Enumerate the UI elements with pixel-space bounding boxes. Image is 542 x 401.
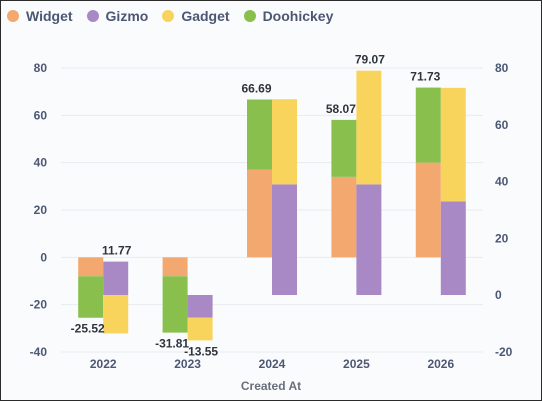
chart-legend: Widget Gizmo Gadget Doohickey [7,5,333,27]
right-axis-tick-label: 20 [495,231,509,245]
left-axis-tick-label: 60 [34,108,48,122]
bar-gizmo [272,184,297,295]
legend-label-gadget: Gadget [181,8,230,24]
bar-total-label: 58.07 [326,102,356,116]
legend-label-gizmo: Gizmo [105,8,149,24]
bar-gadget [356,70,382,185]
bar-gizmo [187,295,213,318]
x-axis-tick-label: 2026 [427,357,454,371]
bar-gizmo [103,261,129,295]
bar-total-label: 79.07 [355,53,385,67]
right-axis-tick-label: 40 [495,175,509,189]
bar-doohickey [331,119,357,177]
bar-widget [78,257,104,277]
bar-gadget [187,317,213,341]
axis-ticks: -40 -20 0 20 40 60 80 -20 0 20 40 60 80 2022 2023 2024 2… [30,61,513,371]
left-axis-tick-label: 40 [34,156,48,170]
x-axis-tick-label: 2025 [343,357,370,371]
legend-item-widget[interactable]: Widget [7,8,73,24]
x-axis-title: Created At [241,379,301,393]
bar-widget [162,257,188,277]
left-axis-tick-label: 20 [34,203,48,217]
x-axis-tick-label: 2024 [259,357,286,371]
left-axis-tick-label: 0 [40,250,47,264]
bar-gadget [272,99,297,185]
bar-gizmo [440,201,466,295]
data-labels: -25.52 11.77 -31.81-13.55 66.69 58.07 79.07 71… [71,53,441,359]
legend-label-doohickey: Doohickey [262,8,334,24]
legend-swatch-gadget [162,10,175,22]
bar-doohickey [78,276,104,318]
x-axis-tick-label: 2023 [174,357,201,371]
bar-total-label: -25.52 [71,322,105,336]
bar-widget [331,176,357,258]
bar-doohickey [415,87,441,163]
right-axis-tick-label: 0 [495,288,502,302]
legend-item-gizmo[interactable]: Gizmo [86,8,149,24]
bar-total-label: -13.55 [184,344,218,358]
bar-gadget [440,87,466,202]
bar-doohickey [247,99,272,170]
legend-swatch-doohickey [243,10,256,22]
right-axis-tick-label: 60 [495,118,509,132]
bar-total-label: 11.77 [102,244,132,258]
bar-total-label: -31.81 [155,337,189,351]
bar-gadget [103,295,129,334]
bar-total-label: 66.69 [241,82,271,96]
legend-label-widget: Widget [26,8,73,24]
right-axis-tick-label: 80 [495,61,509,75]
bar-gizmo [356,184,382,295]
legend-swatch-gizmo [86,10,99,22]
grid-lines [61,67,483,353]
legend-item-doohickey[interactable]: Doohickey [243,8,334,24]
left-axis-tick-label: -20 [30,298,48,312]
legend-item-gadget[interactable]: Gadget [162,8,230,24]
right-axis-tick-label: -20 [495,345,513,359]
legend-swatch-widget [7,10,19,22]
bar-total-label: 71.73 [410,70,440,84]
x-axis-tick-label: 2022 [90,357,117,371]
bar-widget [415,162,441,258]
bar-doohickey [162,276,188,333]
left-axis-tick-label: -40 [30,345,48,359]
bar-widget [247,169,272,258]
left-axis-tick-label: 80 [34,61,48,75]
bars [78,70,466,341]
